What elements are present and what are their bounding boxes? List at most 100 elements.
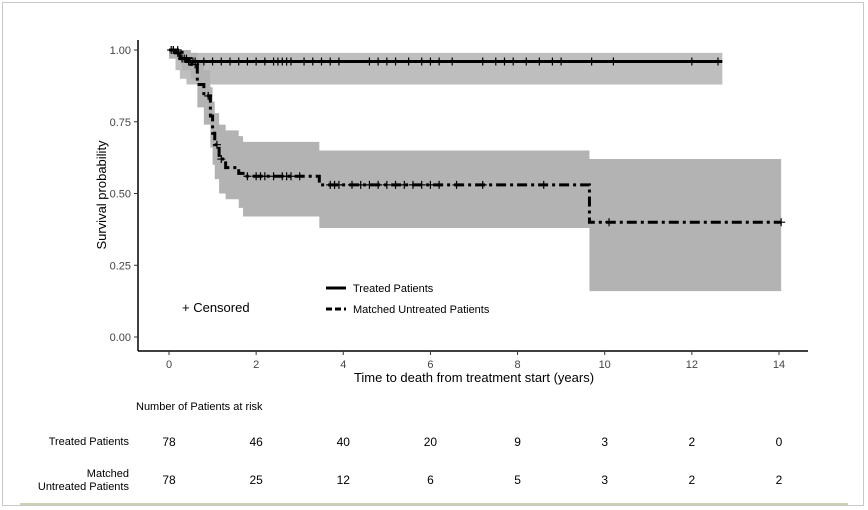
censor-mark [452,180,461,189]
censor-mark [435,180,444,189]
censor-mark [417,180,426,189]
censor-mark [374,180,383,189]
legend-label-untreated: Matched Untreated Patients [353,304,490,316]
censor-mark [509,57,518,66]
risk-count: 2 [688,473,695,487]
censor-mark [435,57,444,66]
risk-count: 78 [162,435,176,449]
censor-mark [400,180,409,189]
censor-mark [182,54,191,63]
censor-mark [347,180,356,189]
censor-mark [234,57,243,66]
x-tick-label: 4 [340,359,346,371]
risk-count: 46 [249,435,263,449]
censor-mark [391,57,400,66]
y-axis-label: Survival probability [94,140,109,250]
censor-mark [286,172,295,181]
censor-mark [260,172,269,181]
risk-count: 2 [688,435,695,449]
censor-mark [382,180,391,189]
risk-row-label-untreated-1: Matched [87,468,129,480]
censor-mark [317,57,326,66]
censor-mark [326,57,335,66]
censor-mark [478,180,487,189]
censor-mark [557,57,566,66]
x-tick-label: 10 [599,359,611,371]
x-tick-label: 12 [686,359,698,371]
censor-mark [365,180,374,189]
censor-mark [408,180,417,189]
censor-mark [426,57,435,66]
x-tick-label: 6 [427,359,433,371]
x-tick-label: 2 [253,359,259,371]
censor-mark [173,46,182,54]
censor-mark [243,57,252,66]
risk-count: 2 [776,473,783,487]
censor-mark [404,57,413,66]
censor-mark [500,57,509,66]
risk-row-label-treated: Treated Patients [49,436,130,448]
risk-count: 0 [776,435,783,449]
censor-mark [260,57,269,66]
censor-mark [522,57,531,66]
censor-mark [382,57,391,66]
ci-band [169,50,723,85]
risk-count: 9 [514,435,521,449]
risk-count: 12 [337,473,351,487]
risk-count: 25 [249,473,263,487]
censor-mark [548,57,557,66]
censor-mark [478,57,487,66]
x-tick-label: 14 [773,359,785,371]
censor-mark [208,57,217,66]
risk-count: 6 [427,473,434,487]
risk-count: 40 [337,435,351,449]
censor-mark [713,57,722,66]
y-tick-label: 0.75 [110,117,131,129]
y-tick-label: 0.50 [110,189,131,201]
risk-count: 5 [514,473,521,487]
censor-mark [199,57,208,66]
risk-count: 78 [162,473,176,487]
censor-mark [605,218,614,227]
y-tick-label: 0.25 [110,260,131,272]
censor-mark [587,57,596,66]
censor-mark [269,172,278,181]
censor-mark [365,57,374,66]
censor-mark [252,57,261,66]
risk-count: 20 [424,435,438,449]
x-axis-label: Time to death from treatment start (year… [354,370,594,385]
censored-note: + Censored [182,300,250,315]
censor-mark [295,172,304,181]
censor-mark [212,140,221,149]
censor-mark [374,57,383,66]
x-tick-label: 0 [166,359,172,371]
censor-mark [334,180,343,189]
censor-mark [308,57,317,66]
ci-band [169,50,782,292]
censor-mark [217,155,226,164]
censor-mark [535,57,544,66]
y-tick-label: 1.00 [110,45,131,57]
censor-mark [609,57,618,66]
censor-mark [448,57,457,66]
censor-mark [286,57,295,66]
legend-label-treated: Treated Patients [353,283,434,295]
censor-mark [225,57,234,66]
risk-table-title: Number of Patients at risk [136,401,263,413]
censor-mark [191,60,200,69]
censor-mark [300,57,309,66]
censor-mark [391,180,400,189]
risk-count: 3 [601,473,608,487]
censor-mark [204,91,213,100]
risk-count: 3 [601,435,608,449]
censor-mark [334,57,343,66]
censor-mark [777,218,786,227]
censor-mark [539,180,548,189]
y-tick-label: 0.00 [110,332,131,344]
censor-mark [491,57,500,66]
censor-mark [356,180,365,189]
censor-mark [217,57,226,66]
